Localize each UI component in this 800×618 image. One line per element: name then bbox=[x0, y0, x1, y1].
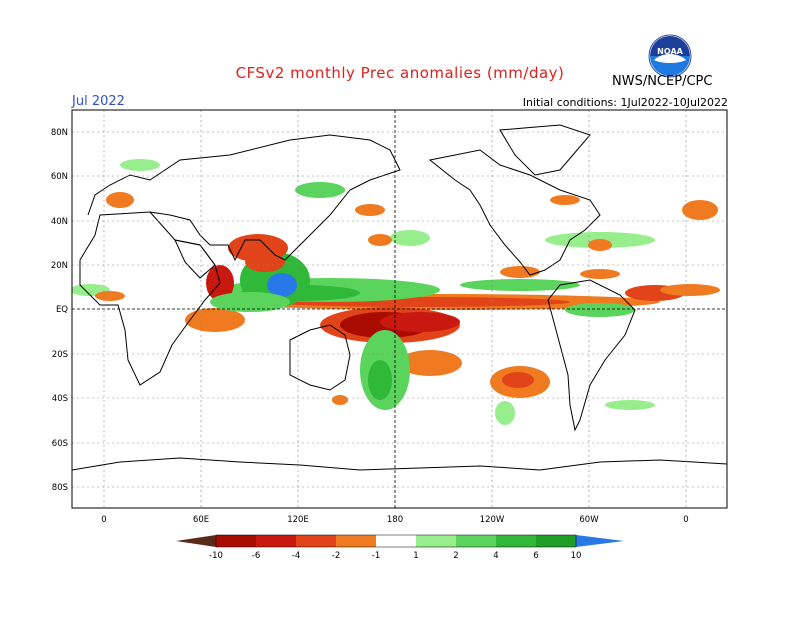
colorbar-label: -10 bbox=[209, 551, 223, 561]
lat-label: 40S bbox=[52, 394, 68, 404]
colorbar-box bbox=[536, 535, 576, 547]
noaa-logo: NOAA bbox=[648, 34, 692, 78]
colorbar-arrow-left bbox=[176, 535, 216, 547]
colorbar-box bbox=[256, 535, 296, 547]
colorbar-label: 6 bbox=[533, 551, 538, 561]
lat-label: 80N bbox=[51, 128, 68, 138]
coastlines bbox=[72, 124, 727, 471]
lon-label: 120W bbox=[480, 515, 505, 525]
colorbar-label: -1 bbox=[372, 551, 380, 561]
colorbar-label: 2 bbox=[453, 551, 458, 561]
colorbar-label: 1 bbox=[413, 551, 418, 561]
initial-conditions: Initial conditions: 1Jul2022-10Jul2022 bbox=[522, 96, 728, 109]
colorbar-label: 4 bbox=[493, 551, 498, 561]
colorbar-box bbox=[376, 535, 416, 547]
anomaly-field bbox=[72, 159, 720, 425]
lat-axis: 80N 60N 40N 20N EQ 20S 40S 60S 80S bbox=[51, 128, 68, 493]
colorbar-box bbox=[336, 535, 376, 547]
colorbar-box bbox=[416, 535, 456, 547]
colorbar-box bbox=[456, 535, 496, 547]
colorbar-label: -2 bbox=[332, 551, 340, 561]
lon-label: 60W bbox=[579, 515, 599, 525]
lat-label: 60N bbox=[51, 172, 68, 182]
noaa-logo-text: NOAA bbox=[657, 47, 683, 56]
colorbar-box bbox=[496, 535, 536, 547]
colorbar-label: -4 bbox=[292, 551, 300, 561]
colorbar-label: -6 bbox=[252, 551, 260, 561]
lat-lon-grid bbox=[72, 110, 727, 508]
lat-label: 80S bbox=[52, 483, 68, 493]
map-frame bbox=[71, 109, 728, 509]
lon-label: 0 bbox=[101, 515, 106, 525]
agency-label: NWS/NCEP/CPC bbox=[612, 74, 713, 89]
lon-label: 0 bbox=[683, 515, 688, 525]
colorbar-label: 10 bbox=[571, 551, 582, 561]
colorbar-box bbox=[296, 535, 336, 547]
colorbar-box bbox=[216, 535, 256, 547]
valid-month: Jul 2022 bbox=[72, 94, 125, 109]
lon-label: 120E bbox=[287, 515, 309, 525]
lon-label: 60E bbox=[193, 515, 209, 525]
lon-label: 180 bbox=[387, 515, 403, 525]
lat-label: 60S bbox=[52, 439, 68, 449]
lat-label: 20S bbox=[52, 350, 68, 360]
lat-label: 20N bbox=[51, 261, 68, 271]
lat-label: EQ bbox=[56, 305, 68, 315]
lat-label: 40N bbox=[51, 217, 68, 227]
colorbar: -10 -6 -4 -2 -1 1 2 4 6 10 bbox=[176, 534, 624, 561]
lon-axis: 0 60E 120E 180 120W 60W 0 bbox=[101, 515, 688, 525]
colorbar-arrow-right bbox=[576, 535, 624, 547]
map-title: CFSv2 monthly Prec anomalies (mm/day) bbox=[235, 64, 565, 82]
equator-dateline bbox=[72, 110, 727, 508]
